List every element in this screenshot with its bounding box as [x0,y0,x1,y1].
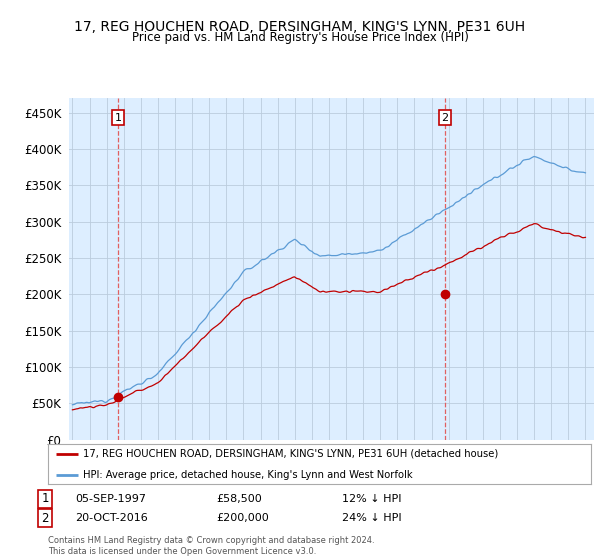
Text: Price paid vs. HM Land Registry's House Price Index (HPI): Price paid vs. HM Land Registry's House … [131,31,469,44]
Text: 1: 1 [41,492,49,506]
Text: 2: 2 [41,511,49,525]
Text: 1: 1 [115,113,122,123]
Text: 20-OCT-2016: 20-OCT-2016 [75,513,148,523]
Text: HPI: Average price, detached house, King's Lynn and West Norfolk: HPI: Average price, detached house, King… [83,470,413,480]
Text: £200,000: £200,000 [216,513,269,523]
Text: 17, REG HOUCHEN ROAD, DERSINGHAM, KING'S LYNN, PE31 6UH: 17, REG HOUCHEN ROAD, DERSINGHAM, KING'S… [74,20,526,34]
Text: £58,500: £58,500 [216,494,262,504]
Text: Contains HM Land Registry data © Crown copyright and database right 2024.
This d: Contains HM Land Registry data © Crown c… [48,536,374,556]
Text: 17, REG HOUCHEN ROAD, DERSINGHAM, KING'S LYNN, PE31 6UH (detached house): 17, REG HOUCHEN ROAD, DERSINGHAM, KING'S… [83,449,499,459]
Text: 12% ↓ HPI: 12% ↓ HPI [342,494,401,504]
Text: 05-SEP-1997: 05-SEP-1997 [75,494,146,504]
Text: 2: 2 [442,113,449,123]
Text: 24% ↓ HPI: 24% ↓ HPI [342,513,401,523]
